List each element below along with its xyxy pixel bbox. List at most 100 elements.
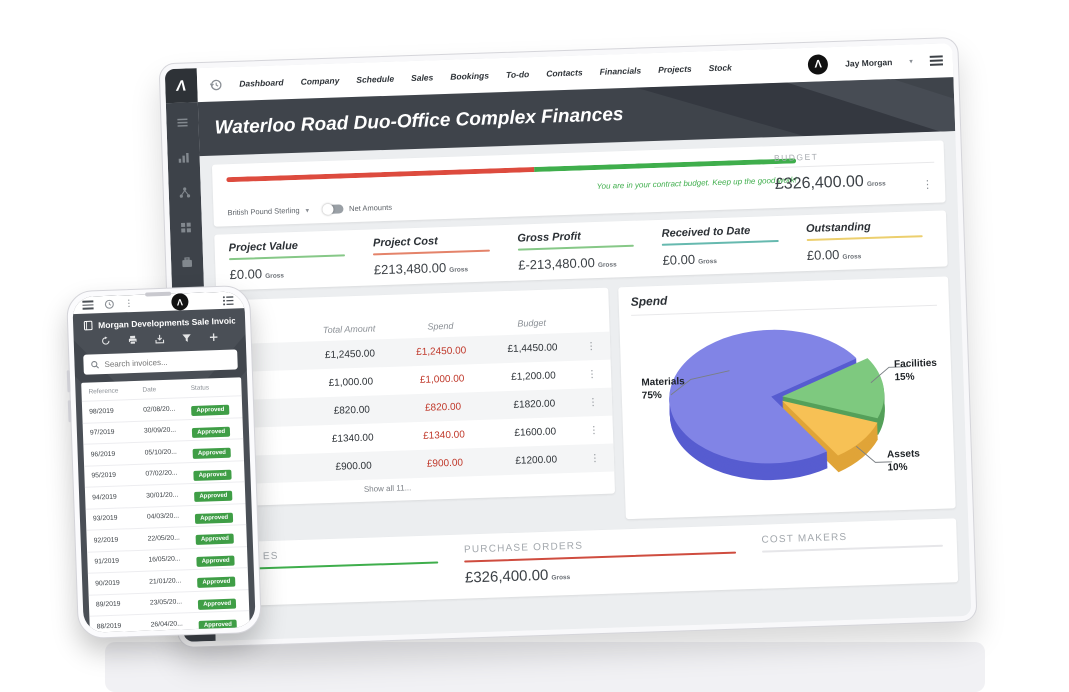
currency-caret-icon[interactable]: ▾ xyxy=(305,207,310,215)
kpi-project-value: Project Value £0.00 Gross xyxy=(228,238,356,290)
filter-icon[interactable] xyxy=(182,333,192,343)
sidebar-briefcase-icon[interactable] xyxy=(181,256,193,268)
surface-shadow xyxy=(105,642,985,692)
budget-unit: Gross xyxy=(866,180,886,189)
export-icon[interactable] xyxy=(155,334,165,344)
status-badge: Approved xyxy=(191,404,230,417)
currency-select[interactable]: British Pound Sterling xyxy=(227,205,300,218)
row-kebab-icon[interactable]: ⋮ xyxy=(588,424,600,436)
status-badge: Approved xyxy=(194,490,233,503)
invoices-underline xyxy=(239,561,439,570)
app-logo[interactable]: Λ xyxy=(164,68,198,104)
assets-leader-line xyxy=(855,445,893,463)
desktop-monitor: Λ Dashboard Company Schedule Sales Booki… xyxy=(158,36,978,649)
currency-row: British Pound Sterling ▾ Net Amounts xyxy=(227,203,392,217)
user-name[interactable]: Jay Morgan xyxy=(844,57,893,69)
kpi-outstanding: Outstanding £0.00 Gross xyxy=(806,219,934,271)
refresh-icon[interactable] xyxy=(101,336,111,346)
nav-stock[interactable]: Stock xyxy=(708,62,732,74)
invoices-section[interactable]: ES xyxy=(239,545,440,606)
spend-pie xyxy=(669,329,908,481)
logo-glyph: Λ xyxy=(175,76,188,95)
nav-dashboard[interactable]: Dashboard xyxy=(239,77,284,89)
phone-history-icon[interactable] xyxy=(103,299,114,310)
phone-list-icon[interactable] xyxy=(222,294,234,306)
sidebar-network-icon[interactable] xyxy=(179,186,191,198)
status-badge: Approved xyxy=(197,576,236,589)
kpi-underline xyxy=(806,235,923,242)
phone-volume-button xyxy=(66,370,71,393)
budget-kebab-icon[interactable]: ⋮ xyxy=(921,178,934,192)
net-amounts-toggle[interactable] xyxy=(321,203,344,216)
nav-projects[interactable]: Projects xyxy=(657,63,692,75)
pie-label-facilities: Facilities 15% xyxy=(893,357,938,383)
cost-table-card: s Total Amount Spend Budget £1,2450.00£1… xyxy=(216,287,616,507)
dashboard-content: You are in your contract budget. Keep up… xyxy=(199,131,972,641)
row-kebab-icon[interactable]: ⋮ xyxy=(586,368,598,380)
phone-screen: ⋮ Λ Morgan Developments Sale Invoic... xyxy=(72,291,256,633)
nav-bookings[interactable]: Bookings xyxy=(450,70,490,82)
desktop-main: Waterloo Road Duo-Office Complex Finance… xyxy=(197,77,972,641)
row-kebab-icon[interactable]: ⋮ xyxy=(589,452,601,464)
nav-contacts[interactable]: Contacts xyxy=(546,67,583,79)
book-icon xyxy=(83,320,93,331)
user-avatar[interactable]: Λ xyxy=(807,54,829,75)
kpi-underline xyxy=(229,254,346,261)
nav-company[interactable]: Company xyxy=(300,75,340,87)
topbar-spacer xyxy=(749,65,791,66)
phone-title-row: Morgan Developments Sale Invoic... xyxy=(73,308,246,333)
phone-toolbar: ⋮ Λ xyxy=(72,291,245,315)
row-kebab-icon[interactable]: ⋮ xyxy=(587,396,599,408)
show-all-link[interactable]: Show all 11... xyxy=(363,483,412,494)
sidebar-grid-icon[interactable] xyxy=(180,221,192,233)
budget-summary: BUDGET £326,400.00 Gross ⋮ xyxy=(773,147,935,194)
nav-financials[interactable]: Financials xyxy=(599,65,642,77)
cost-makers-underline xyxy=(761,544,943,553)
phone-volume-button xyxy=(67,400,72,423)
status-badge: Approved xyxy=(198,598,237,610)
bottom-sections-card: ES PURCHASE ORDERS £326,400.00 Gross xyxy=(224,518,959,607)
spend-chart-card: Spend Materials 75% xyxy=(618,276,956,520)
kpi-gross-profit: Gross Profit £-213,480.00 Gross xyxy=(517,228,645,280)
budget-amount: £326,400.00 xyxy=(774,173,865,194)
nav-todo[interactable]: To-do xyxy=(505,69,530,80)
menu-icon[interactable] xyxy=(929,55,944,66)
purchase-orders-section[interactable]: PURCHASE ORDERS £326,400.00 Gross xyxy=(464,536,737,599)
phone-app-logo[interactable]: Λ xyxy=(171,293,189,311)
search-input[interactable] xyxy=(104,355,231,369)
sidebar-chart-icon[interactable] xyxy=(177,151,189,163)
phone-kebab-icon[interactable]: ⋮ xyxy=(124,297,134,309)
phone-search[interactable] xyxy=(83,349,238,375)
kpi-underline xyxy=(661,239,779,246)
cost-makers-section[interactable]: COST MAKERS xyxy=(761,529,944,589)
status-badge: Approved xyxy=(193,469,232,481)
kpi-underline xyxy=(373,249,490,256)
pie-label-materials: Materials 75% xyxy=(641,376,685,402)
phone-content: Morgan Developments Sale Invoic... Refer… xyxy=(73,308,256,633)
sidebar-menu-icon[interactable] xyxy=(176,116,188,128)
row-kebab-icon[interactable]: ⋮ xyxy=(585,340,597,352)
phone-menu-icon[interactable] xyxy=(82,300,94,310)
budget-progress-spent xyxy=(226,167,535,183)
search-icon xyxy=(91,360,99,369)
history-icon[interactable] xyxy=(209,78,222,91)
budget-message: You are in your contract budget. Keep up… xyxy=(596,175,797,191)
top-navigation-bar: Dashboard Company Schedule Sales Booking… xyxy=(196,43,954,103)
add-icon[interactable] xyxy=(209,332,219,342)
user-menu-caret-icon[interactable]: ▾ xyxy=(909,58,914,66)
status-badge: Approved xyxy=(192,447,232,460)
spend-pie-wrap: Materials 75% Facilities 15% Assets 10% xyxy=(631,306,943,506)
nav-sales[interactable]: Sales xyxy=(410,72,434,84)
print-icon[interactable] xyxy=(128,335,138,345)
status-badge: Approved xyxy=(192,426,231,438)
status-badge: Approved xyxy=(195,533,235,546)
status-badge: Approved xyxy=(198,619,238,632)
budget-progress-remaining xyxy=(533,158,797,173)
nav-schedule[interactable]: Schedule xyxy=(356,73,395,85)
budget-label: BUDGET xyxy=(773,147,935,169)
desktop-screen: Λ Dashboard Company Schedule Sales Booki… xyxy=(164,43,972,642)
materials-leader-line xyxy=(670,370,730,396)
status-badge: Approved xyxy=(196,555,235,567)
cost-makers-label: COST MAKERS xyxy=(761,531,848,546)
